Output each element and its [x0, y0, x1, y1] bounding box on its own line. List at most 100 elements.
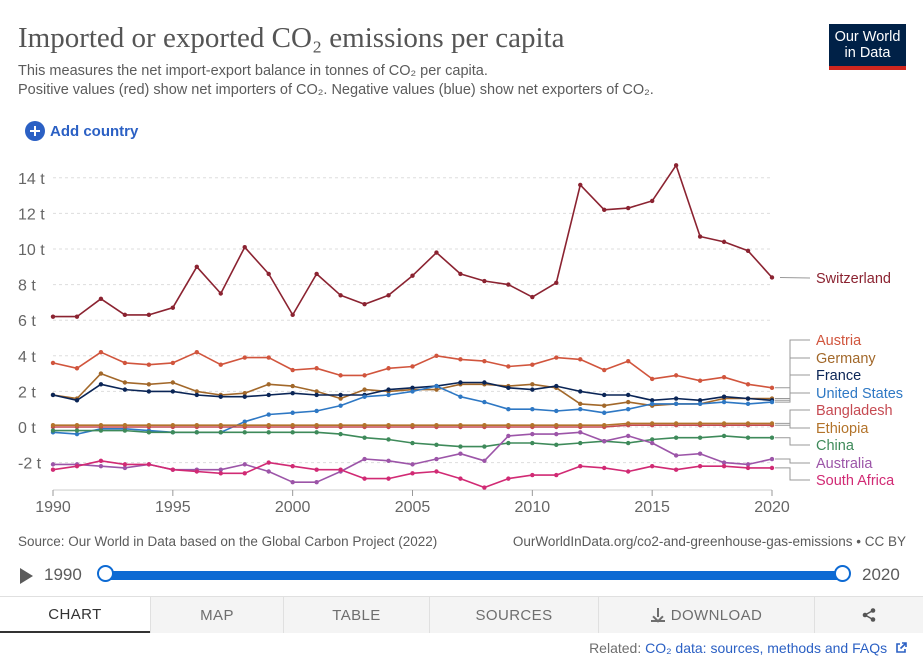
owid-logo[interactable]: Our World in Data [829, 24, 906, 70]
data-point [314, 423, 319, 428]
data-point [290, 383, 295, 389]
data-point [530, 423, 535, 428]
tab-sources[interactable]: SOURCES [429, 596, 598, 633]
data-point [242, 245, 247, 250]
data-point [745, 462, 751, 467]
data-point [649, 198, 655, 204]
data-point [434, 250, 439, 255]
data-point [578, 401, 583, 407]
data-point [649, 401, 655, 407]
timeline-track[interactable] [104, 571, 844, 580]
data-point [626, 399, 631, 405]
add-country-button[interactable]: Add country [25, 121, 138, 141]
data-point [482, 380, 487, 385]
data-point [434, 423, 439, 428]
data-point [338, 467, 343, 472]
tab-chart[interactable]: CHART [0, 596, 150, 633]
legend-label[interactable]: Germany [816, 351, 876, 367]
timeline-start-handle[interactable] [97, 565, 114, 582]
data-point [218, 394, 223, 399]
data-point [170, 467, 176, 472]
legend-label[interactable]: France [816, 368, 861, 384]
share-button[interactable] [814, 596, 923, 633]
data-point [338, 392, 343, 398]
legend-label[interactable]: Switzerland [816, 271, 891, 287]
data-point [649, 376, 655, 382]
data-point [74, 428, 80, 433]
legend-label[interactable]: China [816, 438, 855, 454]
url-license-link[interactable]: OurWorldInData.org/co2-and-greenhouse-ga… [512, 534, 906, 549]
data-point [458, 394, 463, 399]
legend-label[interactable]: Ethiopia [816, 421, 869, 437]
data-point [290, 479, 295, 485]
timeline-end-handle[interactable] [834, 565, 851, 582]
data-point [170, 430, 176, 435]
data-point [410, 273, 415, 278]
legend-label[interactable]: Australia [816, 456, 873, 472]
play-icon[interactable] [20, 568, 33, 584]
data-point [673, 435, 679, 440]
data-point [697, 378, 703, 383]
data-point [362, 476, 367, 481]
logo-line-1: Our World [834, 29, 901, 45]
data-point [697, 435, 703, 440]
legend-label[interactable]: Austria [816, 333, 862, 349]
data-point [386, 366, 391, 371]
related-link[interactable]: CO₂ data: sources, methods and FAQs [645, 640, 888, 656]
series-line-austria[interactable] [52, 351, 773, 389]
data-point [721, 460, 727, 465]
data-point [697, 463, 703, 469]
legend-label[interactable]: United States [816, 386, 903, 402]
data-point [721, 399, 727, 405]
data-point [194, 264, 199, 269]
legend-connector [775, 357, 810, 399]
data-point [50, 467, 56, 472]
data-point [530, 294, 535, 300]
data-point [530, 382, 535, 387]
data-point [434, 387, 439, 392]
tab-table[interactable]: TABLE [283, 596, 429, 633]
data-point [170, 380, 176, 385]
data-point [554, 355, 559, 360]
data-point [434, 442, 439, 447]
data-point [602, 465, 607, 471]
data-point [362, 423, 367, 428]
data-point [242, 419, 247, 424]
data-point [769, 399, 775, 405]
data-point [673, 396, 679, 401]
series-line-switzerland[interactable] [53, 164, 773, 318]
data-point [602, 367, 607, 373]
line-chart: -2 t 0 t 2 t 4 t 6 t 8 t 10 t 12 t 14 t 1990 1995 2… [18, 163, 903, 516]
data-point [338, 403, 343, 408]
source-note: Source: Our World in Data based on the G… [18, 534, 438, 549]
data-point [506, 407, 511, 412]
data-point [122, 465, 128, 471]
data-point [482, 444, 487, 449]
data-point [506, 385, 511, 391]
legend-label[interactable]: South Africa [816, 473, 895, 489]
data-point [314, 389, 319, 394]
legend-connector [775, 409, 810, 426]
x-tick-label: 2020 [754, 499, 790, 516]
data-point [338, 423, 343, 428]
legend-label[interactable]: Bangladesh [816, 403, 893, 419]
legend-connector [775, 437, 810, 446]
data-point [362, 387, 367, 392]
y-tick-label: -2 t [18, 456, 42, 473]
data-point [458, 271, 463, 277]
data-point [146, 462, 152, 467]
data-point [673, 401, 679, 407]
data-point [50, 462, 56, 467]
data-point [98, 350, 104, 355]
data-point [290, 367, 295, 373]
data-point [98, 382, 104, 387]
data-point [482, 358, 487, 364]
y-tick-label: 10 t [18, 242, 45, 259]
data-point [530, 431, 535, 437]
data-point [122, 380, 128, 385]
tab-download[interactable]: DOWNLOAD [598, 596, 814, 633]
data-point [602, 439, 607, 444]
tab-map[interactable]: MAP [150, 596, 283, 633]
data-point [649, 398, 655, 403]
data-point [554, 431, 559, 437]
